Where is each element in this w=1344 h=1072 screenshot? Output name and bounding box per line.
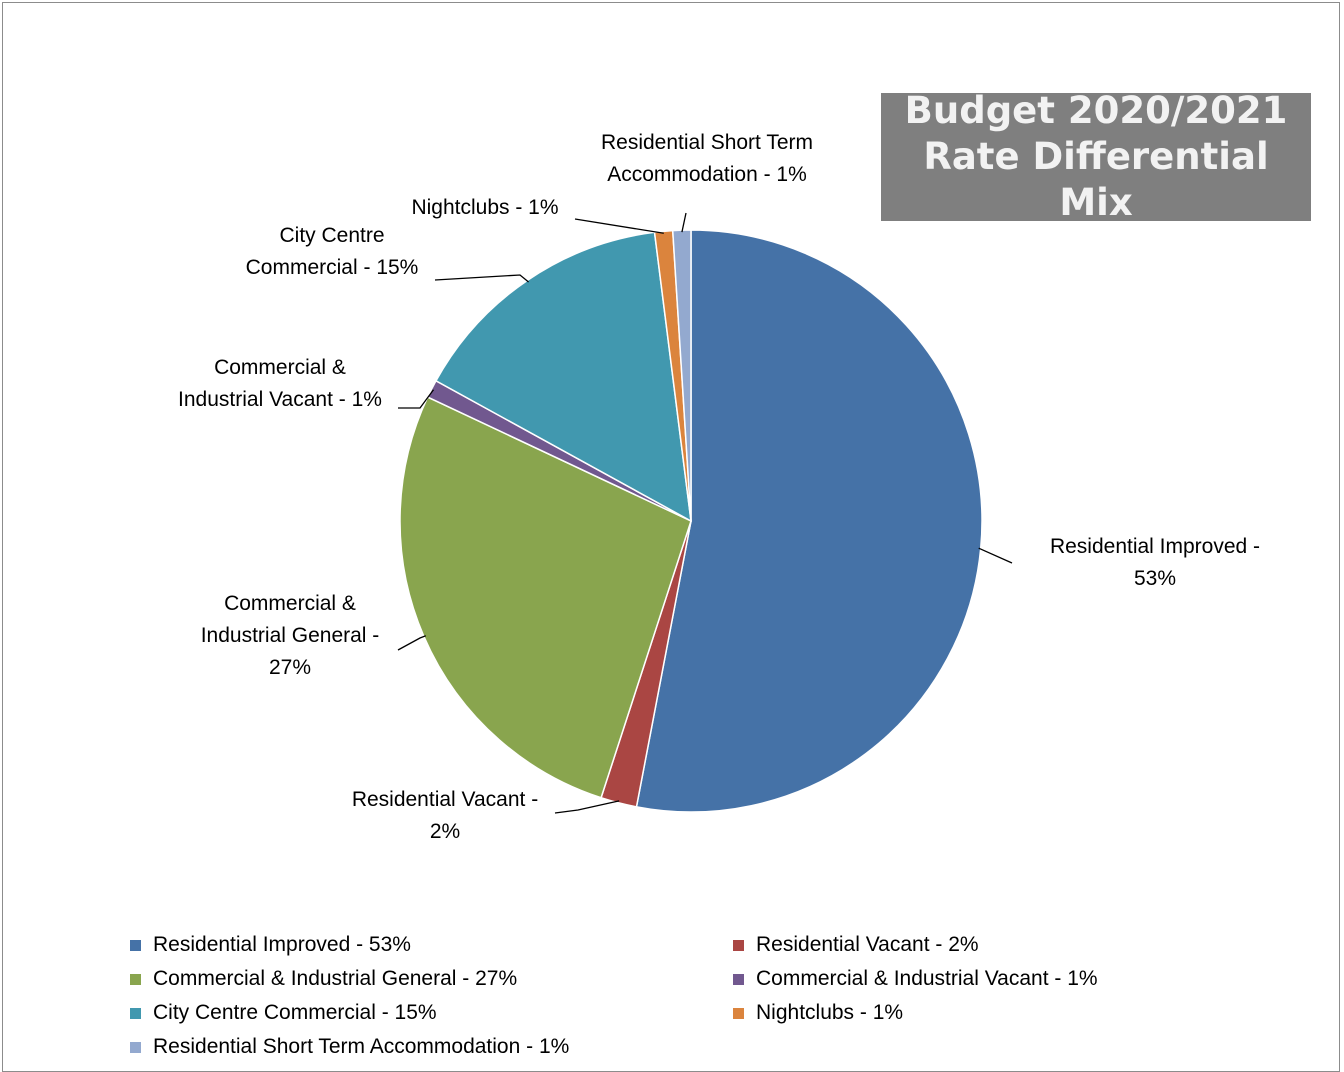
leader-line-residential-short-term-accommodation-1 (681, 212, 687, 233)
data-label-residential-short-term-accommodation-1: Residential Short Term Accommodation - 1% (601, 131, 813, 186)
legend-swatch (130, 1007, 141, 1019)
legend-label: Commercial & Industrial General - 27% (153, 967, 518, 990)
legend-swatch (733, 973, 744, 985)
legend-item-residential-vacant: Residential Vacant - 2% (733, 930, 979, 960)
data-label-commercial-industrial-vacant-1: Commercial & Industrial Vacant - 1% (178, 356, 382, 411)
data-label-city-centre-commercial-15: City Centre Commercial - 15% (246, 224, 419, 279)
legend-item-nightclubs: Nightclubs - 1% (733, 998, 903, 1028)
legend-swatch (130, 1041, 141, 1053)
legend-label: Nightclubs - 1% (756, 1001, 904, 1024)
leader-line-nightclubs-1 (574, 218, 664, 234)
data-label-nightclubs-1: Nightclubs - 1% (411, 196, 558, 219)
legend-label: Residential Vacant - 2% (756, 933, 979, 956)
legend-item-commercial-industrial-general: Commercial & Industrial General - 27% (130, 964, 517, 994)
leader-line-commercial-industrial-general-27 (397, 635, 427, 651)
data-label-commercial-industrial-general-27: Commercial & Industrial General -27% (201, 592, 380, 679)
legend-item-residential-short-term-accommodation: Residential Short Term Accommodation - 1… (130, 1032, 569, 1062)
legend-swatch (130, 939, 141, 951)
legend-label: Residential Short Term Accommodation - 1… (153, 1035, 570, 1058)
legend-swatch (130, 973, 141, 985)
legend-swatch (733, 1007, 744, 1019)
legend-label: Commercial & Industrial Vacant - 1% (756, 967, 1098, 990)
legend-label: City Centre Commercial - 15% (153, 1001, 437, 1024)
legend-item-residential-improved: Residential Improved - 53% (130, 930, 411, 960)
chart-title: Budget 2020/2021 Rate Differential Mix (881, 89, 1311, 224)
legend-item-commercial-industrial-vacant: Commercial & Industrial Vacant - 1% (733, 964, 1098, 994)
leader-line-residential-vacant-2 (554, 800, 620, 814)
leader-line-commercial-industrial-vacant-1 (398, 389, 435, 409)
data-label-residential-vacant-2: Residential Vacant -2% (352, 788, 538, 843)
legend-swatch (733, 939, 744, 951)
legend-item-city-centre-commercial: City Centre Commercial - 15% (130, 998, 437, 1028)
legend-label: Residential Improved - 53% (153, 933, 411, 956)
chart-title-line-1: Budget 2020/2021 (904, 89, 1288, 132)
chart-title-line-2: Rate Differential Mix (923, 135, 1269, 224)
leader-line-residential-improved-53 (978, 547, 1013, 564)
leader-line-city-centre-commercial-15 (434, 274, 529, 283)
data-label-residential-improved-53: Residential Improved -53% (1050, 535, 1260, 590)
